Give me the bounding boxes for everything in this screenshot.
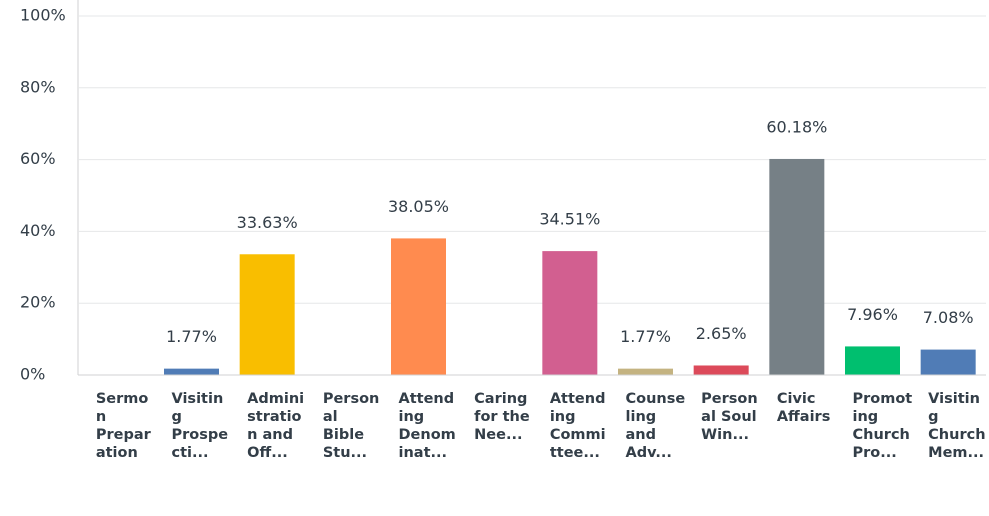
x-tick-label: Administration and Off... [247, 391, 305, 461]
y-tick-label: 40% [20, 221, 56, 240]
value-label: 2.65% [696, 324, 747, 343]
y-tick-label: 80% [20, 77, 56, 96]
x-tick-label: Attending Denominat... [398, 391, 456, 461]
x-tick-label: Sermon Preparation [95, 391, 151, 461]
x-tick-label: Personal Bible Stu... [322, 391, 380, 461]
x-tick-label: Visiting Church Mem... [928, 391, 986, 461]
y-tick-label: 20% [20, 293, 56, 312]
y-tick-label: 100% [20, 6, 66, 25]
x-tick-label: Caring for the Nee... [474, 391, 530, 443]
bar [693, 365, 749, 375]
x-tick-label: Visiting Prospecti... [171, 391, 229, 461]
value-label: 33.63% [237, 213, 298, 232]
value-label: 1.77% [166, 327, 217, 346]
bar [239, 254, 295, 375]
value-label: 60.18% [766, 117, 827, 136]
x-tick-label: Personal Soul Win... [701, 391, 758, 443]
bar [542, 251, 598, 375]
bar [391, 238, 446, 375]
bar [769, 158, 825, 375]
value-label: 7.08% [923, 308, 974, 327]
x-tick-label: Civic Affairs [776, 391, 831, 425]
x-tick-label: Counseling and Adv... [625, 391, 686, 461]
value-label: 34.51% [539, 210, 600, 229]
bar [845, 346, 900, 375]
value-label: 7.96% [847, 305, 898, 324]
value-label: 38.05% [388, 197, 449, 216]
y-tick-label: 0% [20, 365, 45, 384]
bar [920, 349, 976, 375]
bar [164, 368, 219, 375]
x-tick-label: Attending Committee... [549, 391, 606, 461]
x-tick-label: Promoting Church Pro... [852, 391, 913, 461]
bar [618, 368, 673, 375]
value-label: 1.77% [620, 327, 671, 346]
y-tick-label: 60% [20, 149, 56, 168]
